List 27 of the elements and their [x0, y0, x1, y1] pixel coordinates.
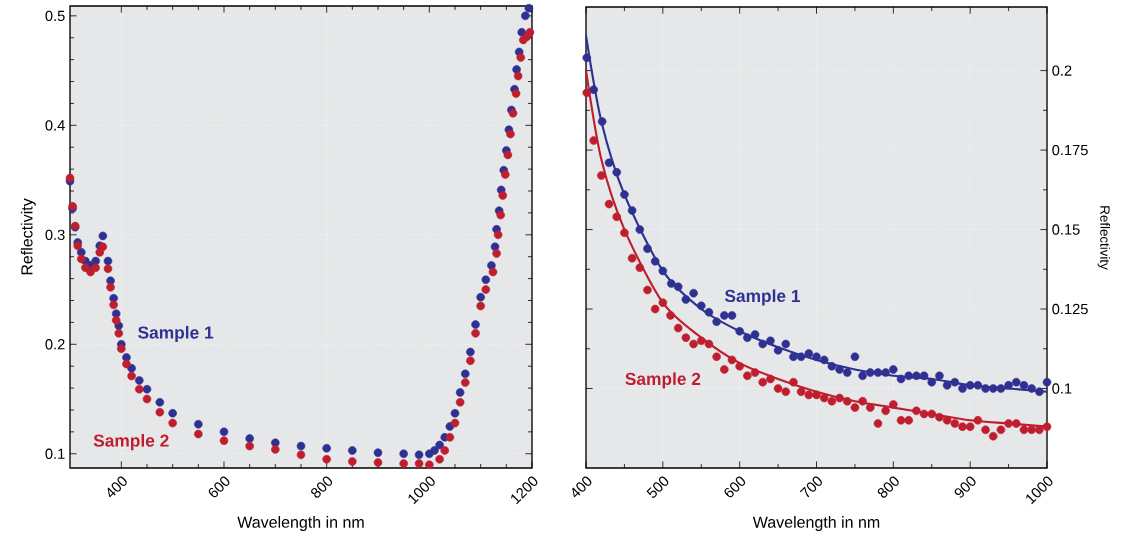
y-axis-title: Reflectivity	[20, 198, 36, 275]
y-tick-label: 0.2	[45, 339, 65, 350]
y-tick-label: 0.5	[45, 10, 65, 22]
x-axis-title: Wavelength in nm	[752, 516, 880, 531]
y-tick-label: 0.15	[1052, 224, 1080, 235]
y-tick-label: 0.1	[45, 448, 65, 459]
x-tick-label: 400	[107, 476, 127, 498]
x-tick-label: 500	[646, 476, 669, 498]
x-tick-label: 800	[311, 476, 333, 498]
series-label: Sample 1	[724, 289, 801, 306]
x-tick-label: 600	[208, 476, 230, 498]
y-axis-title: Reflectivity	[1097, 206, 1111, 270]
x-tick-label: 800	[877, 476, 899, 498]
y-tick-label: 0.4	[45, 120, 65, 131]
x-tick-label: 600	[724, 476, 746, 498]
series-label: Sample 1	[138, 325, 214, 343]
y-tick-label: 0.125	[1052, 303, 1088, 315]
series-label: Sample 2	[93, 434, 169, 451]
y-tick-label: 0.2	[1052, 65, 1072, 76]
y-tick-label: 0.1	[1052, 383, 1072, 394]
x-tick-label: 700	[799, 476, 822, 498]
y-tick-label: 0.175	[1052, 144, 1088, 156]
x-tick-label: 900	[954, 476, 976, 498]
series-label: Sample 2	[625, 372, 701, 389]
y-tick-label: 0.3	[45, 229, 65, 240]
x-axis-title: Wavelength in nm	[237, 516, 364, 531]
x-tick-label: 400	[572, 476, 592, 498]
